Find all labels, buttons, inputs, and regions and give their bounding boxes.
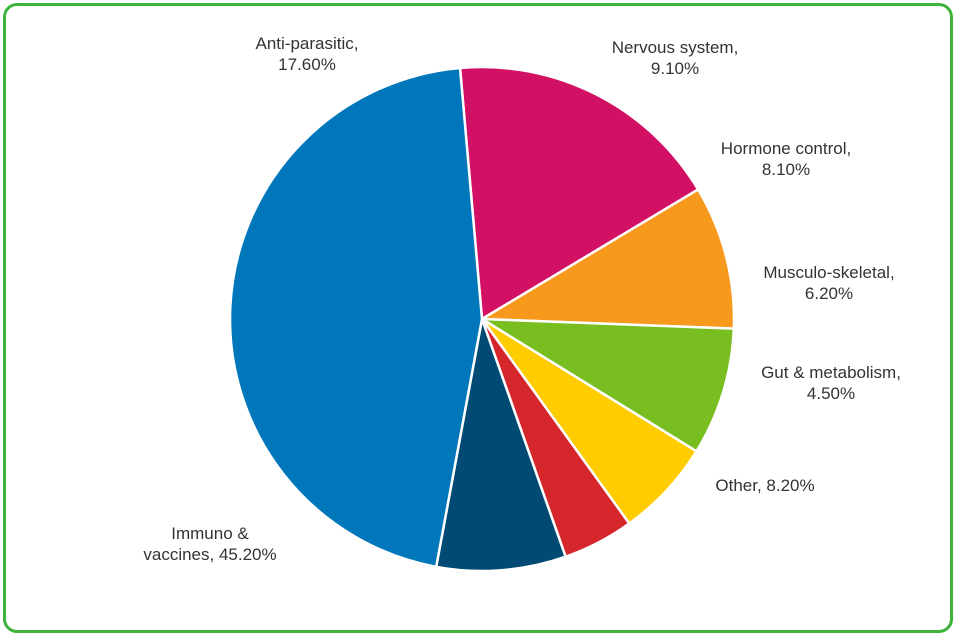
slice-label-hormone-control: Hormone control, 8.10%: [720, 139, 852, 179]
slice-label-nervous-system: Nervous system, 9.10%: [611, 38, 739, 78]
slice-label-gut-metabolism: Gut & metabolism, 4.50%: [761, 363, 901, 403]
slice-label-anti-parasitic: Anti-parasitic, 17.60%: [255, 34, 359, 74]
slice-label-other: Other, 8.20%: [715, 476, 815, 495]
pie-slice-hormone-control: [480, 317, 736, 453]
pie-slice-other: [434, 317, 567, 573]
pie-slice-immuno-vaccines: [228, 66, 484, 569]
slice-label-musculo-skeletal: Musculo-skeletal, 6.20%: [763, 263, 895, 303]
pie-slice-anti-parasitic: [458, 65, 700, 321]
slice-label-immuno-vaccines: Immuno & vaccines, 45.20%: [143, 524, 277, 564]
pie-slice-nervous-system: [480, 188, 736, 330]
